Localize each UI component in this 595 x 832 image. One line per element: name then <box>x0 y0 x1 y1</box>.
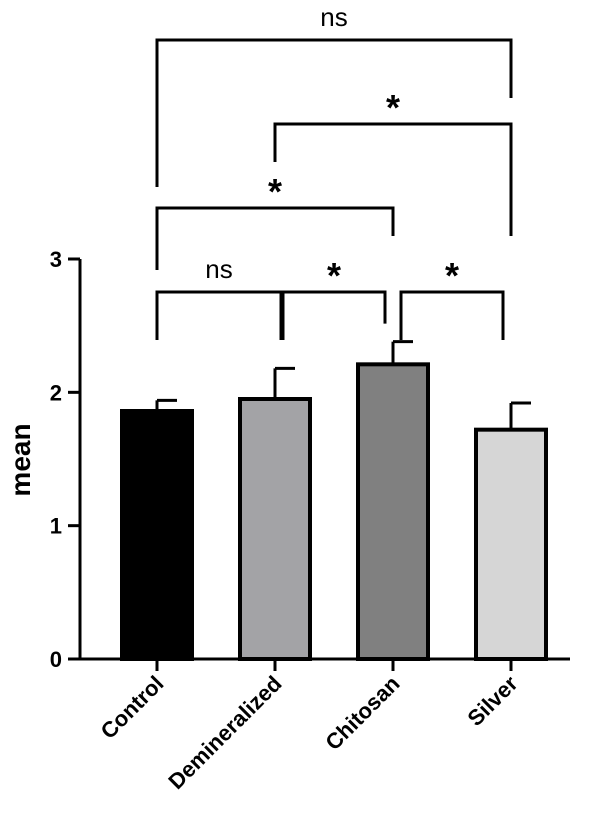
x-tick-label-chitosan: Chitosan <box>320 671 404 755</box>
significance-bracket <box>155 38 513 187</box>
y-tick-label: 1 <box>50 514 62 539</box>
bars <box>120 362 548 661</box>
significance-label: * <box>445 255 459 296</box>
y-axis-title: mean <box>5 423 36 496</box>
y-tick-label: 0 <box>50 647 62 672</box>
y-tick-label: 2 <box>50 380 62 405</box>
bar-control <box>120 409 194 661</box>
significance-label: * <box>327 255 341 296</box>
bar-chitosan <box>356 362 430 661</box>
bar-demineralized <box>238 397 312 661</box>
significance-label: ns <box>320 2 347 32</box>
significance-bracket <box>281 290 387 340</box>
significance-label: * <box>268 171 282 212</box>
significance-brackets: ns * * * * ns <box>155 2 513 340</box>
y-tick-label: 3 <box>50 247 62 272</box>
significance-bracket <box>155 206 395 270</box>
significance-bracket <box>399 290 505 340</box>
significance-bracket <box>155 290 283 340</box>
error-bars <box>155 340 531 430</box>
bar-silver <box>474 427 548 661</box>
x-tick-label-control: Control <box>96 671 169 744</box>
significance-label: ns <box>205 254 232 284</box>
x-tick-label-demineralized: Demineralized <box>163 671 286 794</box>
x-tick-label-silver: Silver <box>462 671 522 731</box>
significance-bracket <box>273 122 513 236</box>
significance-label: * <box>386 87 400 128</box>
